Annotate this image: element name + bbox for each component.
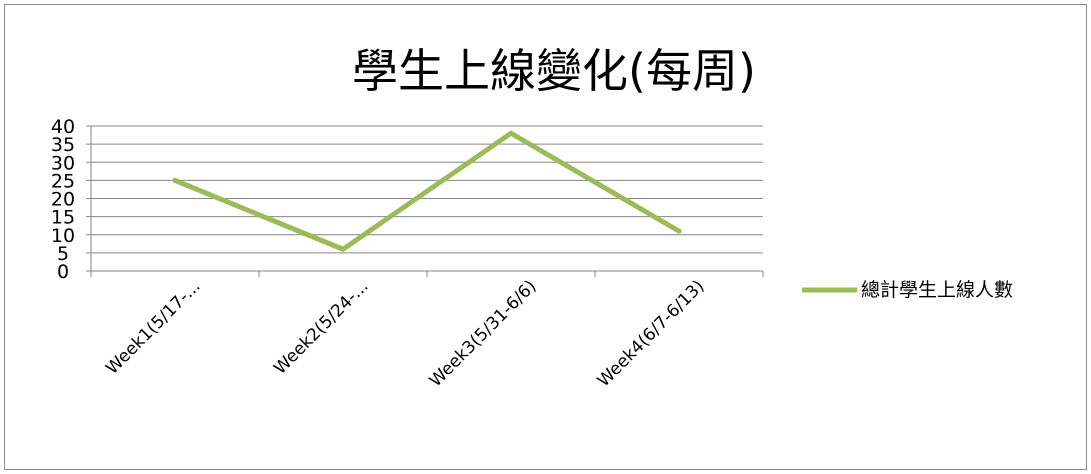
- data-point: [676, 228, 682, 234]
- x-tick-label: Week3(5/31-6/6): [426, 276, 541, 391]
- x-axis-tick-labels: Week1(5/17-... Week2(5/24-... Week3(5/31-6…: [102, 276, 708, 391]
- x-tick-label: Week1(5/17-...: [102, 276, 204, 378]
- series-layer: [172, 130, 682, 252]
- chart-area: 學生上線變化(每周) 0 5 10 15 20 25 30 35 40 Week1(5/17-.…: [4, 4, 1087, 470]
- y-tick-label: 0: [57, 261, 69, 283]
- x-tick-label: Week2(5/24-...: [270, 276, 372, 378]
- y-tick-label: 10: [51, 225, 75, 247]
- data-point: [508, 130, 514, 136]
- gridlines: [91, 125, 763, 254]
- y-tick-label: 35: [51, 134, 75, 156]
- series-line: [172, 130, 682, 252]
- legend: 總計學生上線人數: [802, 279, 1013, 301]
- x-tick-label: Week4(6/7-6/13): [594, 276, 709, 391]
- y-tick-label: 40: [51, 116, 75, 138]
- data-point: [340, 246, 346, 252]
- legend-label: 總計學生上線人數: [861, 279, 1013, 301]
- axes: [86, 125, 764, 277]
- chart-title: 學生上線變化(每周): [352, 44, 756, 98]
- y-tick-label: 25: [51, 170, 75, 192]
- y-tick-label: 15: [51, 207, 75, 229]
- data-point: [172, 177, 178, 183]
- y-tick-label: 5: [57, 243, 69, 265]
- y-tick-label: 30: [51, 152, 75, 174]
- y-tick-label: 20: [51, 189, 75, 211]
